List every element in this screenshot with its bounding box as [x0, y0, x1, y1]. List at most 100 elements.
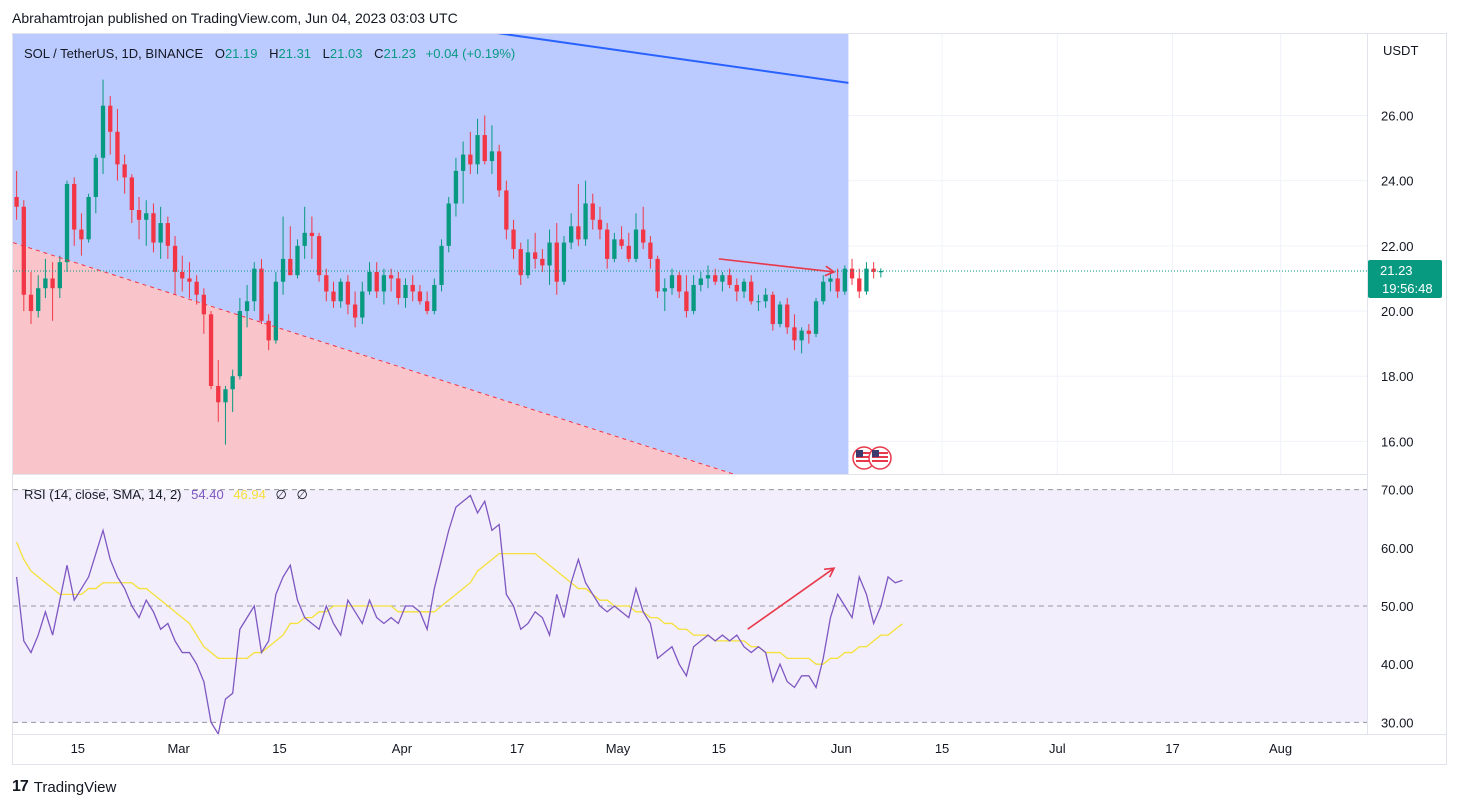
candle-body: [785, 304, 790, 328]
candle-body: [158, 223, 163, 243]
candle-body: [381, 275, 387, 292]
candle-body: [655, 258, 660, 292]
rsi-panel: [13, 474, 1367, 736]
candle-body: [302, 232, 307, 246]
candle-body: [705, 275, 711, 279]
rsi-arrow-head: [824, 567, 836, 578]
rsi-na-value: ∅: [296, 487, 308, 502]
candle-body: [619, 239, 624, 246]
candle-body: [871, 268, 876, 272]
price-arrow: [718, 258, 836, 277]
bar-countdown: 19:56:48: [1382, 281, 1433, 296]
candle-body: [849, 268, 855, 279]
candle-body: [756, 301, 761, 303]
footer: 17 TradingView: [12, 778, 116, 796]
rsi-tick-label: 60.00: [1381, 541, 1414, 556]
candle-body: [691, 284, 696, 312]
candle-body: [223, 389, 228, 403]
low-value: 21.03: [329, 46, 363, 61]
rsi-sma-line: [16, 541, 903, 665]
candle-body: [583, 203, 588, 240]
candle-body: [129, 177, 134, 210]
time-tick-label: Aug: [1269, 741, 1292, 756]
candle-body: [878, 270, 884, 273]
close-value: 21.23: [383, 46, 417, 61]
candle-body: [489, 151, 495, 162]
candle-body: [525, 252, 531, 276]
rsi-tick-label: 30.00: [1381, 715, 1414, 730]
candle-body: [108, 105, 113, 132]
candle-body: [569, 226, 574, 243]
price-tick-label: 22.00: [1381, 239, 1414, 254]
price-tick-label: 16.00: [1381, 434, 1414, 449]
rsi-value: 54.40: [191, 487, 224, 502]
candle-body: [115, 131, 120, 165]
candle-body: [475, 135, 480, 165]
low-label: L: [322, 46, 330, 61]
candle-body: [180, 271, 185, 279]
candle-body: [266, 320, 271, 341]
candle-body: [547, 242, 552, 266]
candle-body: [813, 301, 819, 334]
last-price-value: 21.23: [1380, 263, 1413, 278]
candle-body: [72, 183, 77, 230]
candle-body: [122, 164, 127, 178]
us-flag-event-icon[interactable]: [868, 446, 892, 470]
rsi-arrow-shaft: [747, 567, 835, 630]
time-tick-label: Apr: [392, 741, 413, 756]
candle-body: [554, 242, 559, 282]
price-tick-label: 18.00: [1381, 369, 1414, 384]
rsi-na-value: ∅: [275, 487, 287, 502]
candles: [14, 79, 884, 445]
candle-body: [50, 278, 55, 289]
tradingview-logo-icon[interactable]: 17: [12, 778, 29, 795]
candle-body: [561, 242, 567, 282]
candle-body: [136, 210, 142, 220]
candle-body: [698, 278, 703, 285]
candle-body: [496, 151, 502, 191]
candle-body: [453, 170, 459, 204]
candle-body: [410, 284, 415, 292]
candle-body: [194, 281, 199, 295]
rsi-arrow: [747, 567, 836, 630]
candle-body: [460, 154, 466, 171]
candle-body: [734, 284, 739, 292]
price-legend: SOL / TetherUS, 1D, BINANCE O21.19 H21.3…: [24, 46, 515, 61]
footer-brand[interactable]: TradingView: [33, 778, 117, 796]
candle-body: [468, 154, 473, 165]
candle-body: [374, 271, 379, 292]
candle-body: [669, 275, 675, 289]
high-value: 21.31: [278, 46, 312, 61]
time-axis-ticks: 15 Mar 15 Apr 17 May 15 Jun 15 Jul 17 Aug: [71, 741, 1293, 756]
price-tick-label: 26.00: [1381, 108, 1414, 123]
candle-body: [590, 203, 595, 220]
candle-body: [424, 301, 430, 312]
candle-body: [273, 281, 279, 341]
candle-body: [165, 223, 171, 246]
candle-body: [749, 281, 754, 302]
rsi-indicator-title[interactable]: RSI (14, close, SMA, 14, 2): [24, 487, 182, 502]
candle-body: [187, 278, 192, 282]
time-tick-label: 15: [71, 741, 85, 756]
candle-body: [201, 294, 207, 315]
candle-body: [504, 190, 509, 230]
upper-trend-line: [496, 34, 849, 84]
time-tick-label: 17: [1165, 741, 1179, 756]
candle-body: [806, 330, 811, 334]
candle-body: [28, 294, 34, 312]
chart-frame[interactable]: [12, 33, 1447, 765]
candle-body: [446, 203, 451, 246]
candle-body: [57, 262, 62, 289]
symbol-title[interactable]: SOL / TetherUS, 1D, BINANCE: [24, 46, 204, 61]
candle-body: [316, 236, 322, 276]
candle-body: [597, 219, 603, 230]
candle-body: [511, 229, 516, 250]
candle-body: [396, 278, 401, 298]
candle-body: [763, 294, 768, 302]
drawing-lines: [13, 34, 1367, 474]
change-value: +0.04 (+0.19%): [425, 46, 516, 61]
candle-body: [482, 135, 487, 162]
candle-body: [439, 245, 444, 285]
last-price-label: 21.23 19:56:48: [1368, 259, 1442, 298]
